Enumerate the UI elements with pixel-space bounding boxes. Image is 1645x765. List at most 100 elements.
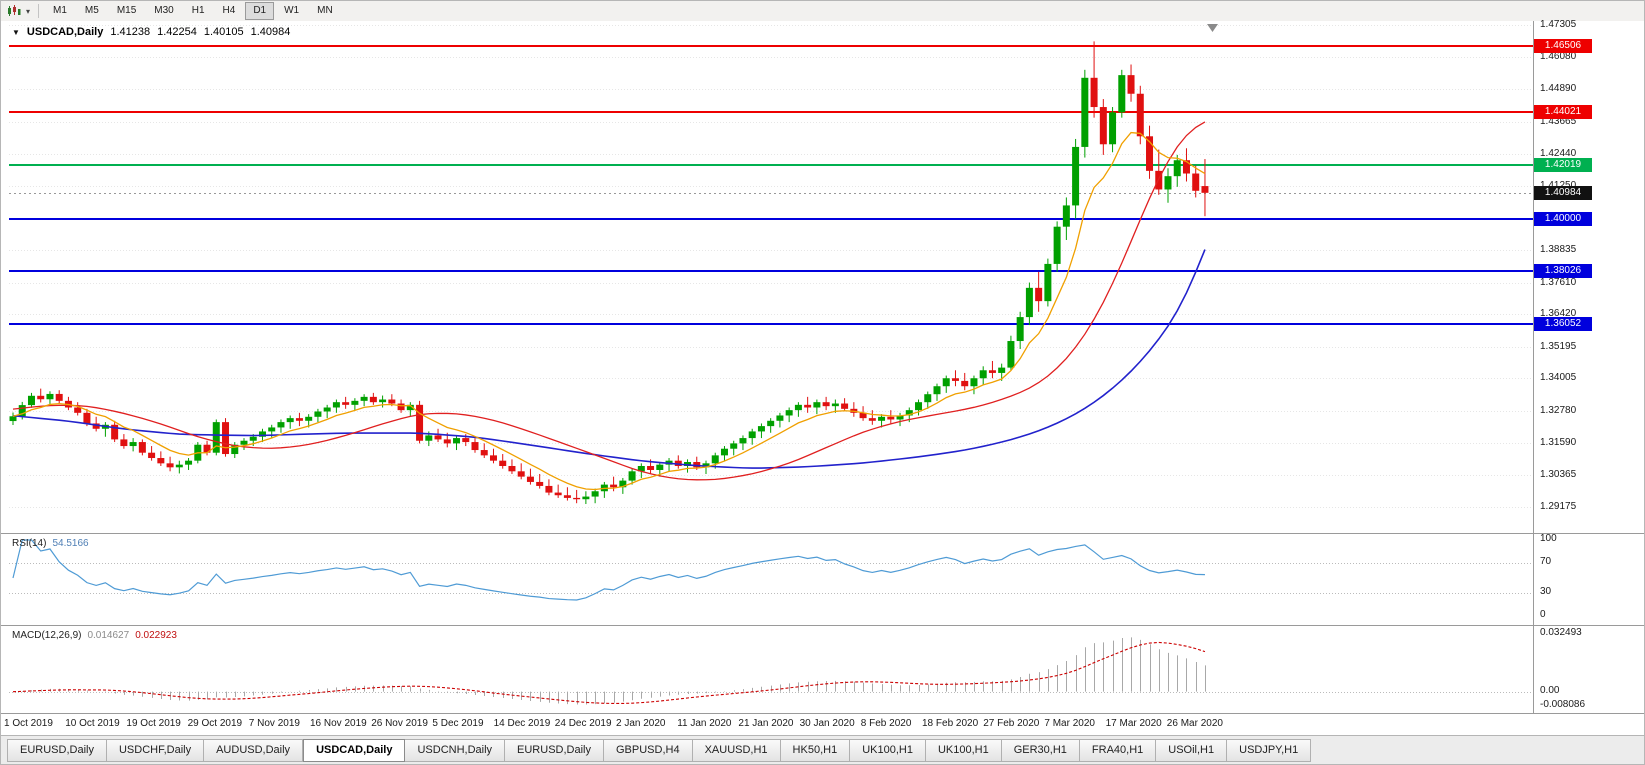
price-chart-canvas[interactable]: [9, 21, 1533, 533]
ohlc-open: 1.41238: [110, 26, 151, 38]
date-axis-label: 27 Feb 2020: [983, 718, 1040, 729]
timeframe-button-m30[interactable]: M30: [154, 5, 174, 16]
macd-main-value: 0.014627: [87, 630, 130, 641]
chart-tab-7-xauusd-h1[interactable]: XAUUSD,H1: [692, 739, 781, 762]
date-axis-label: 16 Nov 2019: [310, 718, 367, 729]
chart-tab-9-uk100-h1[interactable]: UK100,H1: [850, 739, 926, 762]
rsi-axis-label: 100: [1540, 533, 1557, 544]
timeframe-button-w1[interactable]: W1: [284, 5, 300, 16]
chart-tab-4-usdcnh-daily[interactable]: USDCNH,Daily: [405, 739, 506, 762]
ohlc-low: 1.40105: [203, 26, 244, 38]
candlestick-chart-icon[interactable]: [5, 3, 23, 19]
chart-tab-13-usoil-h1[interactable]: USOil,H1: [1156, 739, 1228, 762]
price-axis-label: 1.37610: [1540, 276, 1577, 288]
timeframe-button-h4[interactable]: H4: [222, 5, 236, 16]
chart-tab-12-fra40-h1[interactable]: FRA40,H1: [1079, 739, 1157, 762]
price-axis-label: 1.34005: [1540, 372, 1577, 384]
date-axis-label: 21 Jan 2020: [738, 718, 794, 729]
current-price-badge: 1.40984: [1534, 185, 1592, 200]
date-axis-label: 26 Nov 2019: [371, 718, 428, 729]
rsi-axis-label: 0: [1540, 609, 1546, 620]
rsi-value: 54.5166: [52, 538, 89, 549]
rsi-indicator-pane: RSI(14) 54.5166: [1, 533, 1644, 625]
date-axis-label: 19 Oct 2019: [126, 718, 181, 729]
price-axis-label: 1.36420: [1540, 308, 1577, 320]
dropdown-arrow-icon[interactable]: ▾: [25, 6, 30, 16]
timeframe-button-mn[interactable]: MN: [317, 5, 333, 16]
timeframe-button-d1[interactable]: D1: [245, 2, 275, 20]
chart-tab-1-usdchf-daily[interactable]: USDCHF,Daily: [106, 739, 205, 762]
hline-price-badge: 1.40000: [1534, 211, 1592, 226]
price-axis-label: 1.30365: [1540, 469, 1577, 481]
macd-canvas[interactable]: [9, 626, 1533, 713]
date-axis[interactable]: 1 Oct 2019 10 Oct 2019 19 Oct 2019 29 Oct 2…: [1, 713, 1644, 735]
rsi-header: RSI(14) 54.5166: [12, 538, 89, 549]
rsi-axis-label: 30: [1540, 586, 1552, 598]
chart-tab-3-usdcad-daily[interactable]: USDCAD,Daily: [303, 739, 406, 762]
date-axis-label: 5 Dec 2019: [432, 718, 484, 729]
chart-tab-bar: EURUSD,Daily USDCHF,Daily AUDUSD,Daily USDC…: [1, 735, 1644, 764]
ohlc-close: 1.40984: [250, 26, 291, 38]
price-axis-label: 1.43665: [1540, 115, 1577, 127]
hline-price-badge: 1.42019: [1534, 158, 1592, 173]
price-axis-label: 1.44890: [1540, 82, 1577, 94]
chart-tab-0-eurusd-daily[interactable]: EURUSD,Daily: [7, 739, 107, 762]
symbol-label: USDCAD,Daily: [26, 26, 104, 38]
price-axis-label: 1.32780: [1540, 404, 1577, 416]
date-axis-label: 30 Jan 2020: [799, 718, 855, 729]
rsi-canvas[interactable]: [9, 534, 1533, 625]
rsi-label: RSI(14): [12, 538, 47, 549]
price-axis-label: 1.46080: [1540, 51, 1577, 63]
chart-tab-5-eurusd-daily[interactable]: EURUSD,Daily: [505, 739, 604, 762]
macd-header: MACD(12,26,9) 0.014627 0.022923: [12, 630, 177, 641]
main-chart-pane: ▼ USDCAD,Daily 1.41238 1.42254 1.40105 1…: [1, 21, 1644, 533]
chart-tab-14-usdjpy-h1[interactable]: USDJPY,H1: [1227, 739, 1312, 762]
toolbar: ▾ M1 M5 M15 M30 H1 H4 D1 W1 MN: [1, 1, 1644, 22]
chart-tab-8-hk50-h1[interactable]: HK50,H1: [780, 739, 851, 762]
date-axis-label: 7 Nov 2019: [248, 718, 300, 729]
timeframe-button-m1[interactable]: M1: [53, 5, 67, 16]
date-axis-label: 24 Dec 2019: [554, 718, 612, 729]
hline-price-badge: 1.38026: [1534, 264, 1592, 279]
chart-header: ▼ USDCAD,Daily 1.41238 1.42254 1.40105 1…: [12, 26, 290, 38]
chart-tab-11-ger30-h1[interactable]: GER30,H1: [1001, 739, 1080, 762]
rsi-axis-label: 70: [1540, 555, 1552, 567]
timeframe-button-m5[interactable]: M5: [84, 5, 99, 16]
price-axis-label: 1.29175: [1540, 500, 1577, 512]
date-axis-label: 1 Oct 2019: [4, 718, 53, 729]
price-axis-label: 1.47305: [1540, 18, 1577, 30]
price-axis-label: 1.38835: [1540, 243, 1577, 255]
hline-price-badge: 1.36052: [1534, 316, 1592, 331]
timeframe-button-h1[interactable]: H1: [191, 5, 205, 16]
price-axis[interactable]: 1.47305 1.46080 1.44890 1.43665 1.42440 1.412…: [1533, 18, 1644, 713]
macd-label: MACD(12,26,9): [12, 630, 82, 641]
hline-price-badge: 1.44021: [1534, 105, 1592, 120]
date-axis-label: 26 Mar 2020: [1166, 718, 1223, 729]
price-axis-label: 1.42440: [1540, 148, 1577, 160]
date-axis-label: 18 Feb 2020: [922, 718, 979, 729]
date-axis-label: 2 Jan 2020: [616, 718, 666, 729]
macd-axis-label: 0.032493: [1540, 627, 1582, 638]
macd-indicator-pane: MACD(12,26,9) 0.014627 0.022923: [1, 625, 1644, 713]
date-axis-label: 14 Dec 2019: [493, 718, 551, 729]
toolbar-separator: [38, 4, 39, 18]
chart-tab-6-gbpusd-h4[interactable]: GBPUSD,H4: [604, 739, 693, 762]
date-axis-label: 29 Oct 2019: [187, 718, 243, 729]
timeframe-button-m15[interactable]: M15: [116, 5, 137, 16]
date-axis-label: 10 Oct 2019: [65, 718, 120, 729]
chart-tab-2-audusd-daily[interactable]: AUDUSD,Daily: [204, 739, 304, 762]
price-axis-label: 1.41250: [1540, 179, 1576, 193]
price-axis-label: 1.31590: [1540, 436, 1577, 448]
hline-price-badge: 1.46506: [1534, 38, 1592, 53]
date-axis-label: 11 Jan 2020: [677, 718, 732, 729]
timeframe-button-group: M1 M5 M15 M30 H1 H4 D1 W1 MN: [44, 2, 342, 20]
macd-axis-label: -0.008086: [1540, 699, 1586, 710]
price-axis-label: 1.35195: [1540, 340, 1577, 352]
ohlc-high: 1.42254: [157, 26, 197, 38]
chart-area: ▼ USDCAD,Daily 1.41238 1.42254 1.40105 1…: [1, 18, 1644, 713]
macd-axis-label: 0.00: [1540, 684, 1560, 696]
collapse-arrow-icon[interactable]: ▼: [12, 27, 20, 37]
date-axis-label: 7 Mar 2020: [1044, 718, 1095, 729]
chart-tab-10-uk100-h1[interactable]: UK100,H1: [925, 739, 1002, 762]
